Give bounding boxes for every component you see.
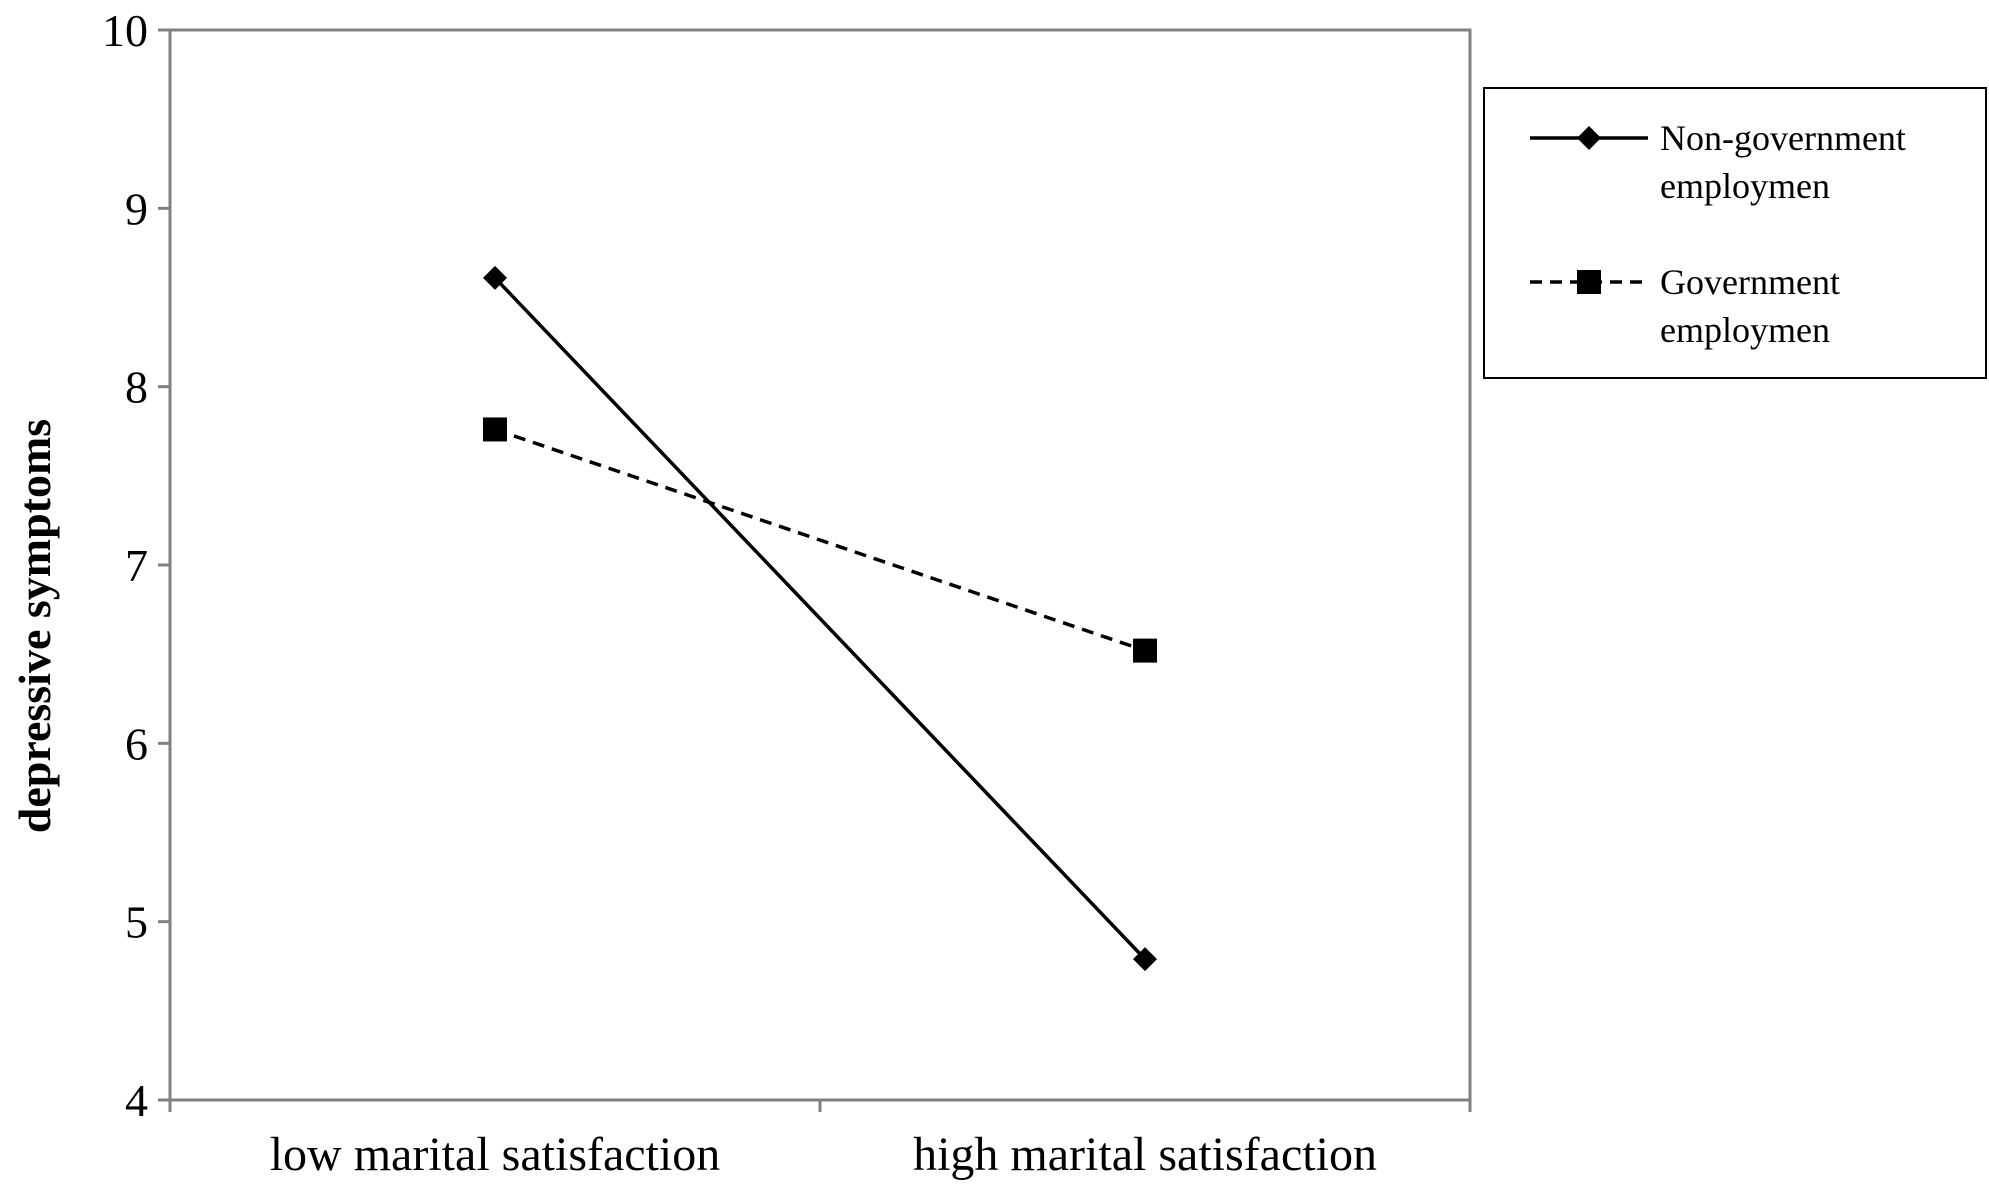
y-tick-label: 7 <box>125 540 148 591</box>
series-line-0 <box>493 276 1147 961</box>
series-0-point-1 <box>1133 947 1157 972</box>
plot-area <box>168 28 1472 1102</box>
series-line-1 <box>494 427 1146 653</box>
legend-label-line: Non-government <box>1660 118 1906 158</box>
x-axis: low marital satisfaction high marital sat… <box>168 1100 1472 1181</box>
y-tick-label: 5 <box>125 897 148 948</box>
series-1-point-0 <box>483 417 507 442</box>
y-axis: 4 5 6 7 8 9 10 <box>102 5 170 1126</box>
legend-marker-0 <box>1577 126 1601 150</box>
y-tick-label: 8 <box>125 362 148 413</box>
y-tick-label: 9 <box>125 183 148 234</box>
series-0-point-0 <box>483 265 507 290</box>
legend-label-line: employmen <box>1660 310 1830 350</box>
legend: Non-government employmen Government employm… <box>1483 87 1987 379</box>
legend-marker-1 <box>1577 270 1601 294</box>
legend-label-line: Government <box>1660 262 1840 302</box>
y-axis-title: depressive symptoms <box>9 419 60 833</box>
y-tick-label: 4 <box>125 1075 148 1126</box>
series-layer <box>483 265 1157 972</box>
y-tick-label: 10 <box>102 5 148 56</box>
series-1-point-1 <box>1133 638 1157 663</box>
x-category-label: high marital satisfaction <box>913 1128 1377 1181</box>
legend-label-line: employmen <box>1660 166 1830 206</box>
y-tick-label: 6 <box>125 718 148 769</box>
x-category-label: low marital satisfaction <box>270 1128 721 1181</box>
